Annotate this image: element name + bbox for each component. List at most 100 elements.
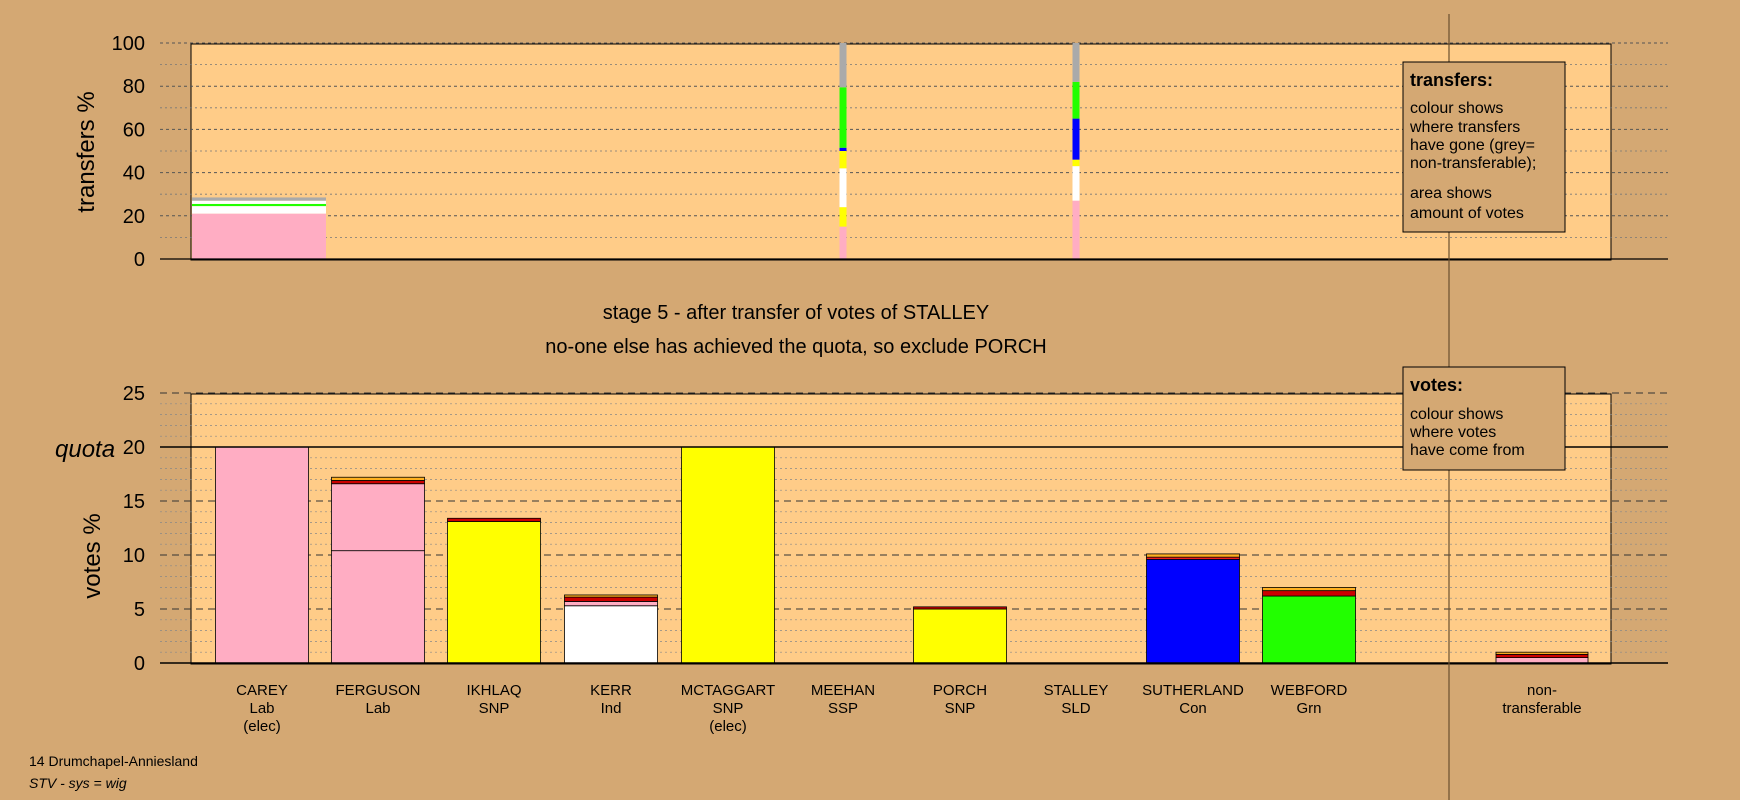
candidate-label: Grn [1296,700,1321,717]
transfer-bar-segment [1072,81,1080,119]
transfer-bar-segment [192,213,326,259]
candidate-label: SLD [1061,700,1090,717]
y-tick-label: 10 [123,545,145,567]
y-tick-label: 20 [123,206,145,228]
candidate-label: Lab [365,700,390,717]
candidate-label: MEEHAN [811,682,875,699]
transfers-legend-line: non-transferable); [1410,155,1536,172]
vote-bar-segment [1495,653,1589,658]
vote-bar-segment [564,594,658,598]
candidate-label: SNP [713,700,744,717]
candidate-label: KERR [590,682,632,699]
candidate-label: SNP [479,700,510,717]
vote-bar-segment [1262,595,1356,664]
votes-legend-line: where votes [1409,424,1496,441]
vote-bar-segment [564,596,658,602]
vote-bar-segment [1262,587,1356,592]
stage-subtitle: no-one else has achieved the quota, so e… [545,336,1046,358]
candidate-label: SSP [828,700,858,717]
vote-bar-segment [1495,657,1589,664]
candidate-label: SUTHERLAND [1142,682,1244,699]
candidate-label: (elec) [709,718,747,735]
quota-label: quota [55,436,115,463]
transfer-bar-segment [839,43,847,88]
candidate-label: MCTAGGART [681,682,775,699]
vote-bar-segment [1146,558,1240,664]
transfer-bar-segment [1072,43,1080,82]
transfer-bar-segment [192,200,326,204]
vote-bar-segment [564,605,658,664]
candidate-label: Lab [249,700,274,717]
y-tick-label: 15 [123,491,145,513]
candidate-label: CAREY [236,682,288,699]
votes-plot-area [190,393,1612,665]
y-tick-label: 20 [123,437,145,459]
vote-bar-segment [215,446,309,664]
candidate-label: IKHLAQ [466,682,521,699]
candidate-label: transferable [1502,700,1581,717]
votes-legend-title: votes: [1410,375,1463,395]
vote-bar-segment [331,550,425,664]
stage-title: stage 5 - after transfer of votes of STA… [603,302,989,324]
transfer-bar-segment [839,207,847,227]
transfer-bar-segment [192,206,326,214]
votes-legend-line: colour shows [1410,406,1503,423]
candidate-label: non- [1527,682,1557,699]
votes-legend: votes: colour shows where votes have com… [1402,366,1566,471]
candidate-label: SNP [945,700,976,717]
y-tick-label: 0 [134,653,145,675]
transfers-plot-area [190,43,1612,261]
vote-bar-segment [331,483,425,552]
y-tick-label: 60 [123,119,145,141]
transfers-legend-line: where transfers [1409,119,1520,136]
votes-y-axis-label: votes % [79,513,106,598]
footer-system: STV - sys = wig [29,775,127,791]
candidate-label: Con [1179,700,1207,717]
transfers-legend-line: amount of votes [1410,205,1524,222]
transfers-y-axis-label: transfers % [73,91,100,212]
candidate-label: FERGUSON [335,682,420,699]
transfer-bar-segment [839,151,847,169]
y-tick-label: 25 [123,383,145,405]
candidate-label: STALLEY [1044,682,1109,699]
vote-bar-segment [331,480,425,485]
transfer-bar-segment [1072,118,1080,160]
transfers-legend-line: colour shows [1410,100,1503,117]
transfer-bar-segment [192,197,326,201]
transfer-bar-segment [1072,159,1080,167]
candidate-label: (elec) [243,718,281,735]
y-tick-label: 100 [112,33,145,55]
vote-bar-segment [1262,590,1356,597]
vote-bar-segment [447,517,541,522]
votes-legend-line: have come from [1410,442,1525,459]
vote-bar-segment [1495,651,1589,655]
candidate-label: Ind [601,700,622,717]
transfer-bar-segment [839,168,847,208]
transfer-bar-segment [839,226,847,259]
vote-bar-segment [564,601,658,607]
transfer-bar-segment [192,203,326,207]
vote-bar-segment [1146,553,1240,558]
y-tick-label: 5 [134,599,145,621]
transfer-bar-segment [839,147,847,151]
candidate-label: WEBFORD [1271,682,1348,699]
vote-bar-segment [681,446,775,664]
vote-bar-segment [447,521,541,664]
transfers-legend-line: area shows [1410,185,1492,202]
candidate-label: PORCH [933,682,987,699]
footer-constituency: 14 Drumchapel-Anniesland [29,753,198,769]
vote-bar-segment [913,608,1007,664]
transfer-bar-segment [1072,166,1080,201]
transfers-bars [192,43,1080,259]
y-tick-label: 0 [134,249,145,271]
transfer-bar-segment [1072,200,1080,259]
transfer-bar-segment [839,87,847,148]
transfers-legend: transfers: colour shows where transfers … [1402,61,1566,233]
y-tick-label: 40 [123,163,145,185]
transfers-legend-line: have gone (grey= [1410,137,1535,154]
votes-bars [215,446,1589,664]
candidate-labels: CAREYLab(elec)FERGUSONLabIKHLAQSNPKERRIn… [236,682,1581,735]
y-tick-label: 80 [123,76,145,98]
vote-bar-segment [913,606,1007,610]
